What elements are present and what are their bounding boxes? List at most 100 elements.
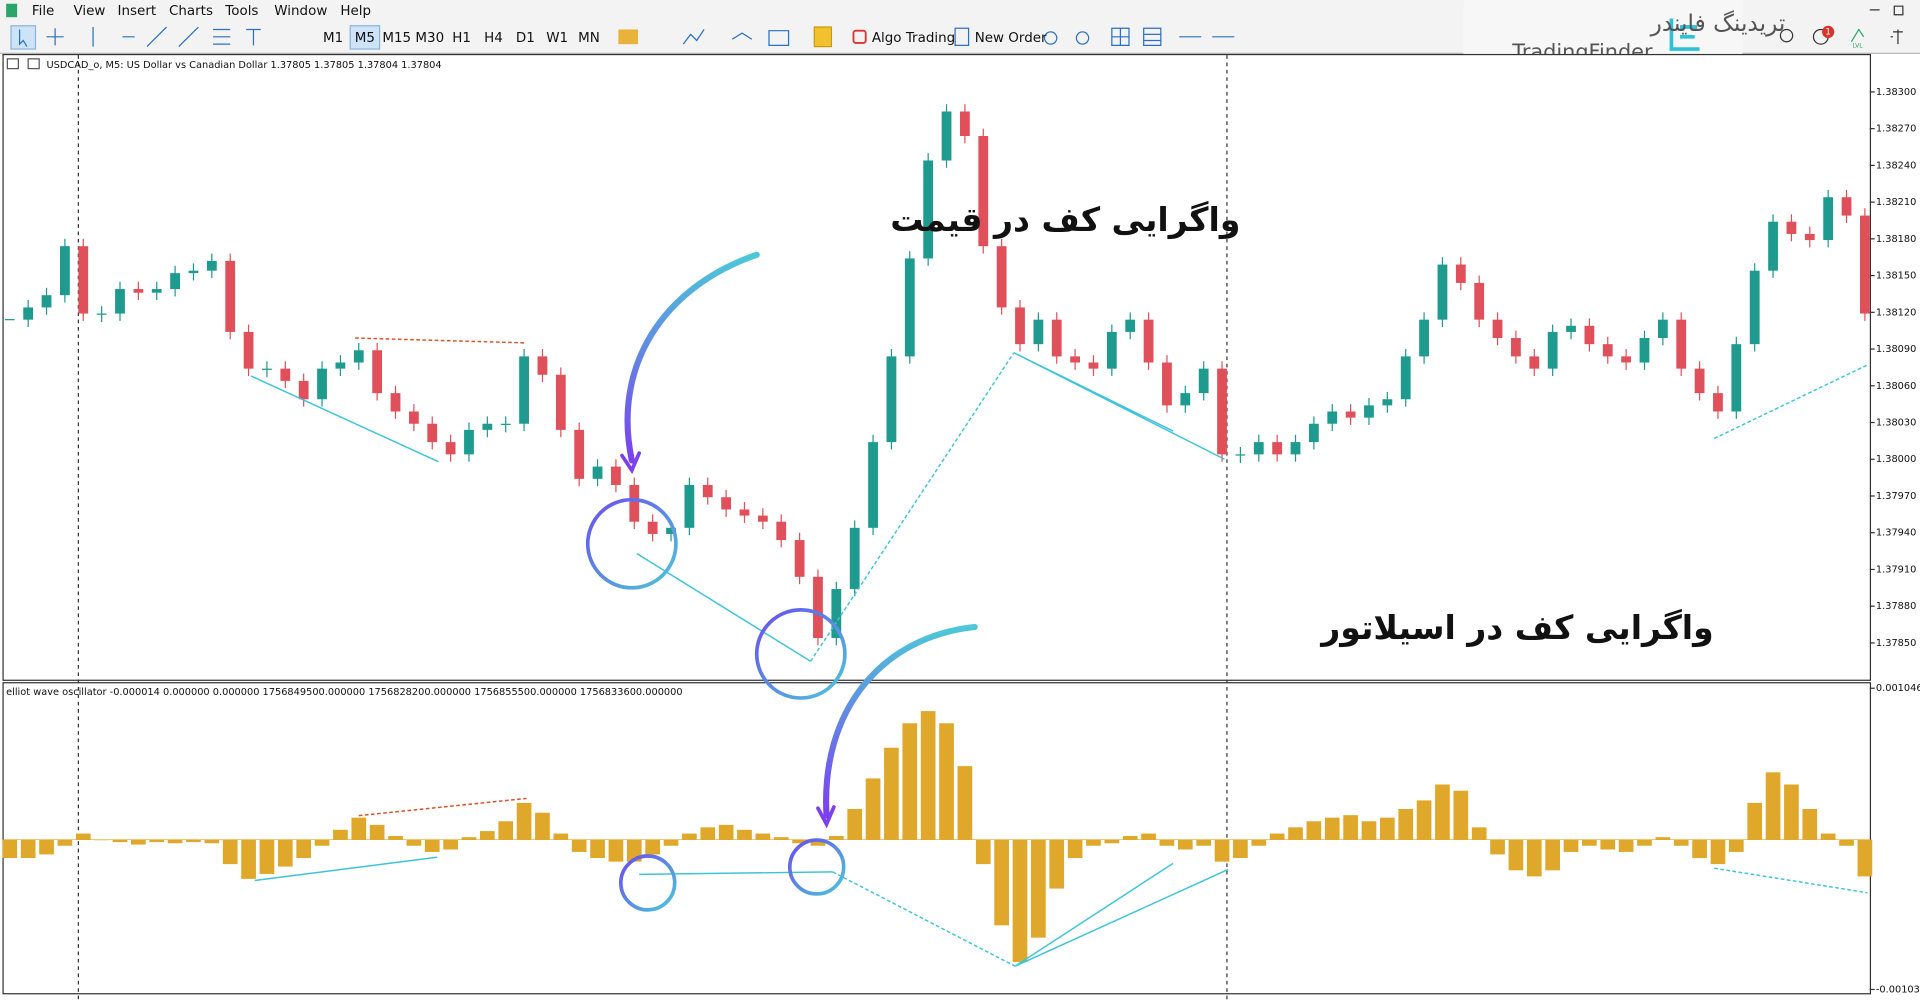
candle [1125, 319, 1136, 332]
menu-item[interactable]: File [32, 4, 55, 19]
histogram-bar [1324, 817, 1340, 840]
histogram-bar [186, 839, 201, 843]
candle [335, 362, 346, 369]
candle [133, 289, 144, 293]
candle [941, 111, 952, 161]
menu-item[interactable]: Tools [224, 4, 258, 19]
y-tick-label: 1.38150 [1876, 271, 1916, 282]
candle [23, 307, 34, 320]
notification-badge [1822, 25, 1835, 39]
account-icon[interactable] [1893, 29, 1903, 45]
y-tick-label: 1.37880 [1876, 601, 1916, 612]
histogram-bar [1196, 839, 1212, 846]
menu-item[interactable]: Help [340, 4, 371, 19]
candle [1657, 319, 1668, 339]
candle [757, 515, 768, 522]
timeframe-button[interactable]: M5 [355, 31, 375, 46]
logo-persian: تریدینگ فایندر [1650, 10, 1786, 37]
timeframe-button[interactable]: H1 [452, 31, 471, 46]
histogram-bar [1692, 839, 1707, 859]
timeframe-button[interactable]: H4 [484, 31, 503, 46]
cursor-tool[interactable] [10, 25, 37, 50]
candle [1217, 368, 1227, 455]
timeframe-button[interactable]: W1 [546, 31, 568, 46]
candle [1070, 356, 1080, 363]
candle [1272, 442, 1283, 455]
histogram-bar [1508, 839, 1524, 871]
candle [1033, 319, 1044, 345]
candle [1474, 282, 1485, 320]
algo-trading-icon[interactable] [852, 29, 867, 44]
candle [1529, 356, 1540, 369]
candle [923, 160, 934, 259]
candle [1492, 319, 1503, 339]
menu-item[interactable]: Charts [169, 4, 213, 19]
candle [1713, 393, 1723, 412]
histogram-bar [424, 839, 440, 852]
histogram-bar [314, 839, 330, 846]
candle [96, 313, 107, 315]
histogram-bar [1673, 839, 1689, 846]
crosshair-icon[interactable] [46, 28, 64, 46]
timeframe-button[interactable]: D1 [516, 31, 535, 46]
algo-trading-button[interactable]: Algo Trading [872, 31, 955, 46]
timeframe-button[interactable]: M30 [415, 31, 444, 46]
timeframe-button[interactable]: M15 [382, 31, 411, 46]
histogram-bar [1306, 821, 1322, 840]
candle [1437, 264, 1448, 320]
histogram-bar [296, 839, 312, 859]
y-tick-label: 1.38120 [1876, 307, 1916, 318]
candle [886, 356, 897, 443]
histogram-bar [1086, 839, 1101, 846]
candle [904, 258, 915, 357]
timeframe-button[interactable]: MN [578, 31, 600, 46]
candle [445, 442, 456, 455]
histogram-bar [975, 839, 991, 865]
histogram-bar [1839, 839, 1854, 846]
histogram-bar [1435, 784, 1450, 840]
histogram-bar [1545, 839, 1560, 871]
candle [408, 411, 419, 424]
histogram-bar [259, 839, 275, 874]
y-tick-label: 1.38030 [1876, 418, 1916, 429]
view-tools[interactable] [1043, 27, 1235, 46]
histogram-bar [810, 839, 826, 846]
candle [702, 484, 713, 498]
search-icon[interactable] [1779, 28, 1794, 43]
app-icon [6, 3, 18, 18]
histogram-bar [792, 839, 807, 844]
price-divergence-label: واگرایی کف در قیمت [890, 200, 1240, 240]
histogram-bar [1122, 836, 1138, 840]
candle [1694, 368, 1705, 394]
timeframe-button[interactable]: M1 [323, 31, 343, 46]
logo-mark [1669, 18, 1700, 51]
menu-item[interactable]: Window [274, 4, 327, 19]
candle [170, 273, 180, 290]
candle [611, 466, 621, 485]
chart-header: USDCAD_o, M5: US Dollar vs Canadian Doll… [47, 60, 442, 71]
histogram-bar [1288, 827, 1303, 840]
highlight-circles [585, 497, 847, 912]
chart-tools[interactable] [682, 29, 790, 46]
histogram-bar [1012, 839, 1028, 963]
new-order-button[interactable]: New Order [975, 31, 1047, 46]
histogram-bar [865, 778, 881, 840]
histogram-bar [443, 839, 458, 850]
histogram-bar [94, 839, 109, 841]
y-tick-label: 1.38180 [1876, 234, 1916, 245]
menu-item[interactable]: View [73, 4, 105, 19]
profiles-icon[interactable] [618, 29, 638, 45]
new-order-icon[interactable] [954, 27, 970, 46]
market-icon[interactable] [813, 26, 833, 48]
histogram-bar [571, 839, 587, 852]
histogram-bar [131, 839, 146, 845]
menu-bar [0, 0, 1920, 21]
menu-item[interactable]: Insert [118, 4, 157, 19]
candle [482, 423, 493, 430]
candle [298, 380, 309, 400]
window-controls[interactable] [1869, 5, 1904, 38]
histogram-bar [112, 839, 128, 843]
drawing-tools[interactable] [92, 26, 261, 48]
candle [849, 527, 860, 590]
